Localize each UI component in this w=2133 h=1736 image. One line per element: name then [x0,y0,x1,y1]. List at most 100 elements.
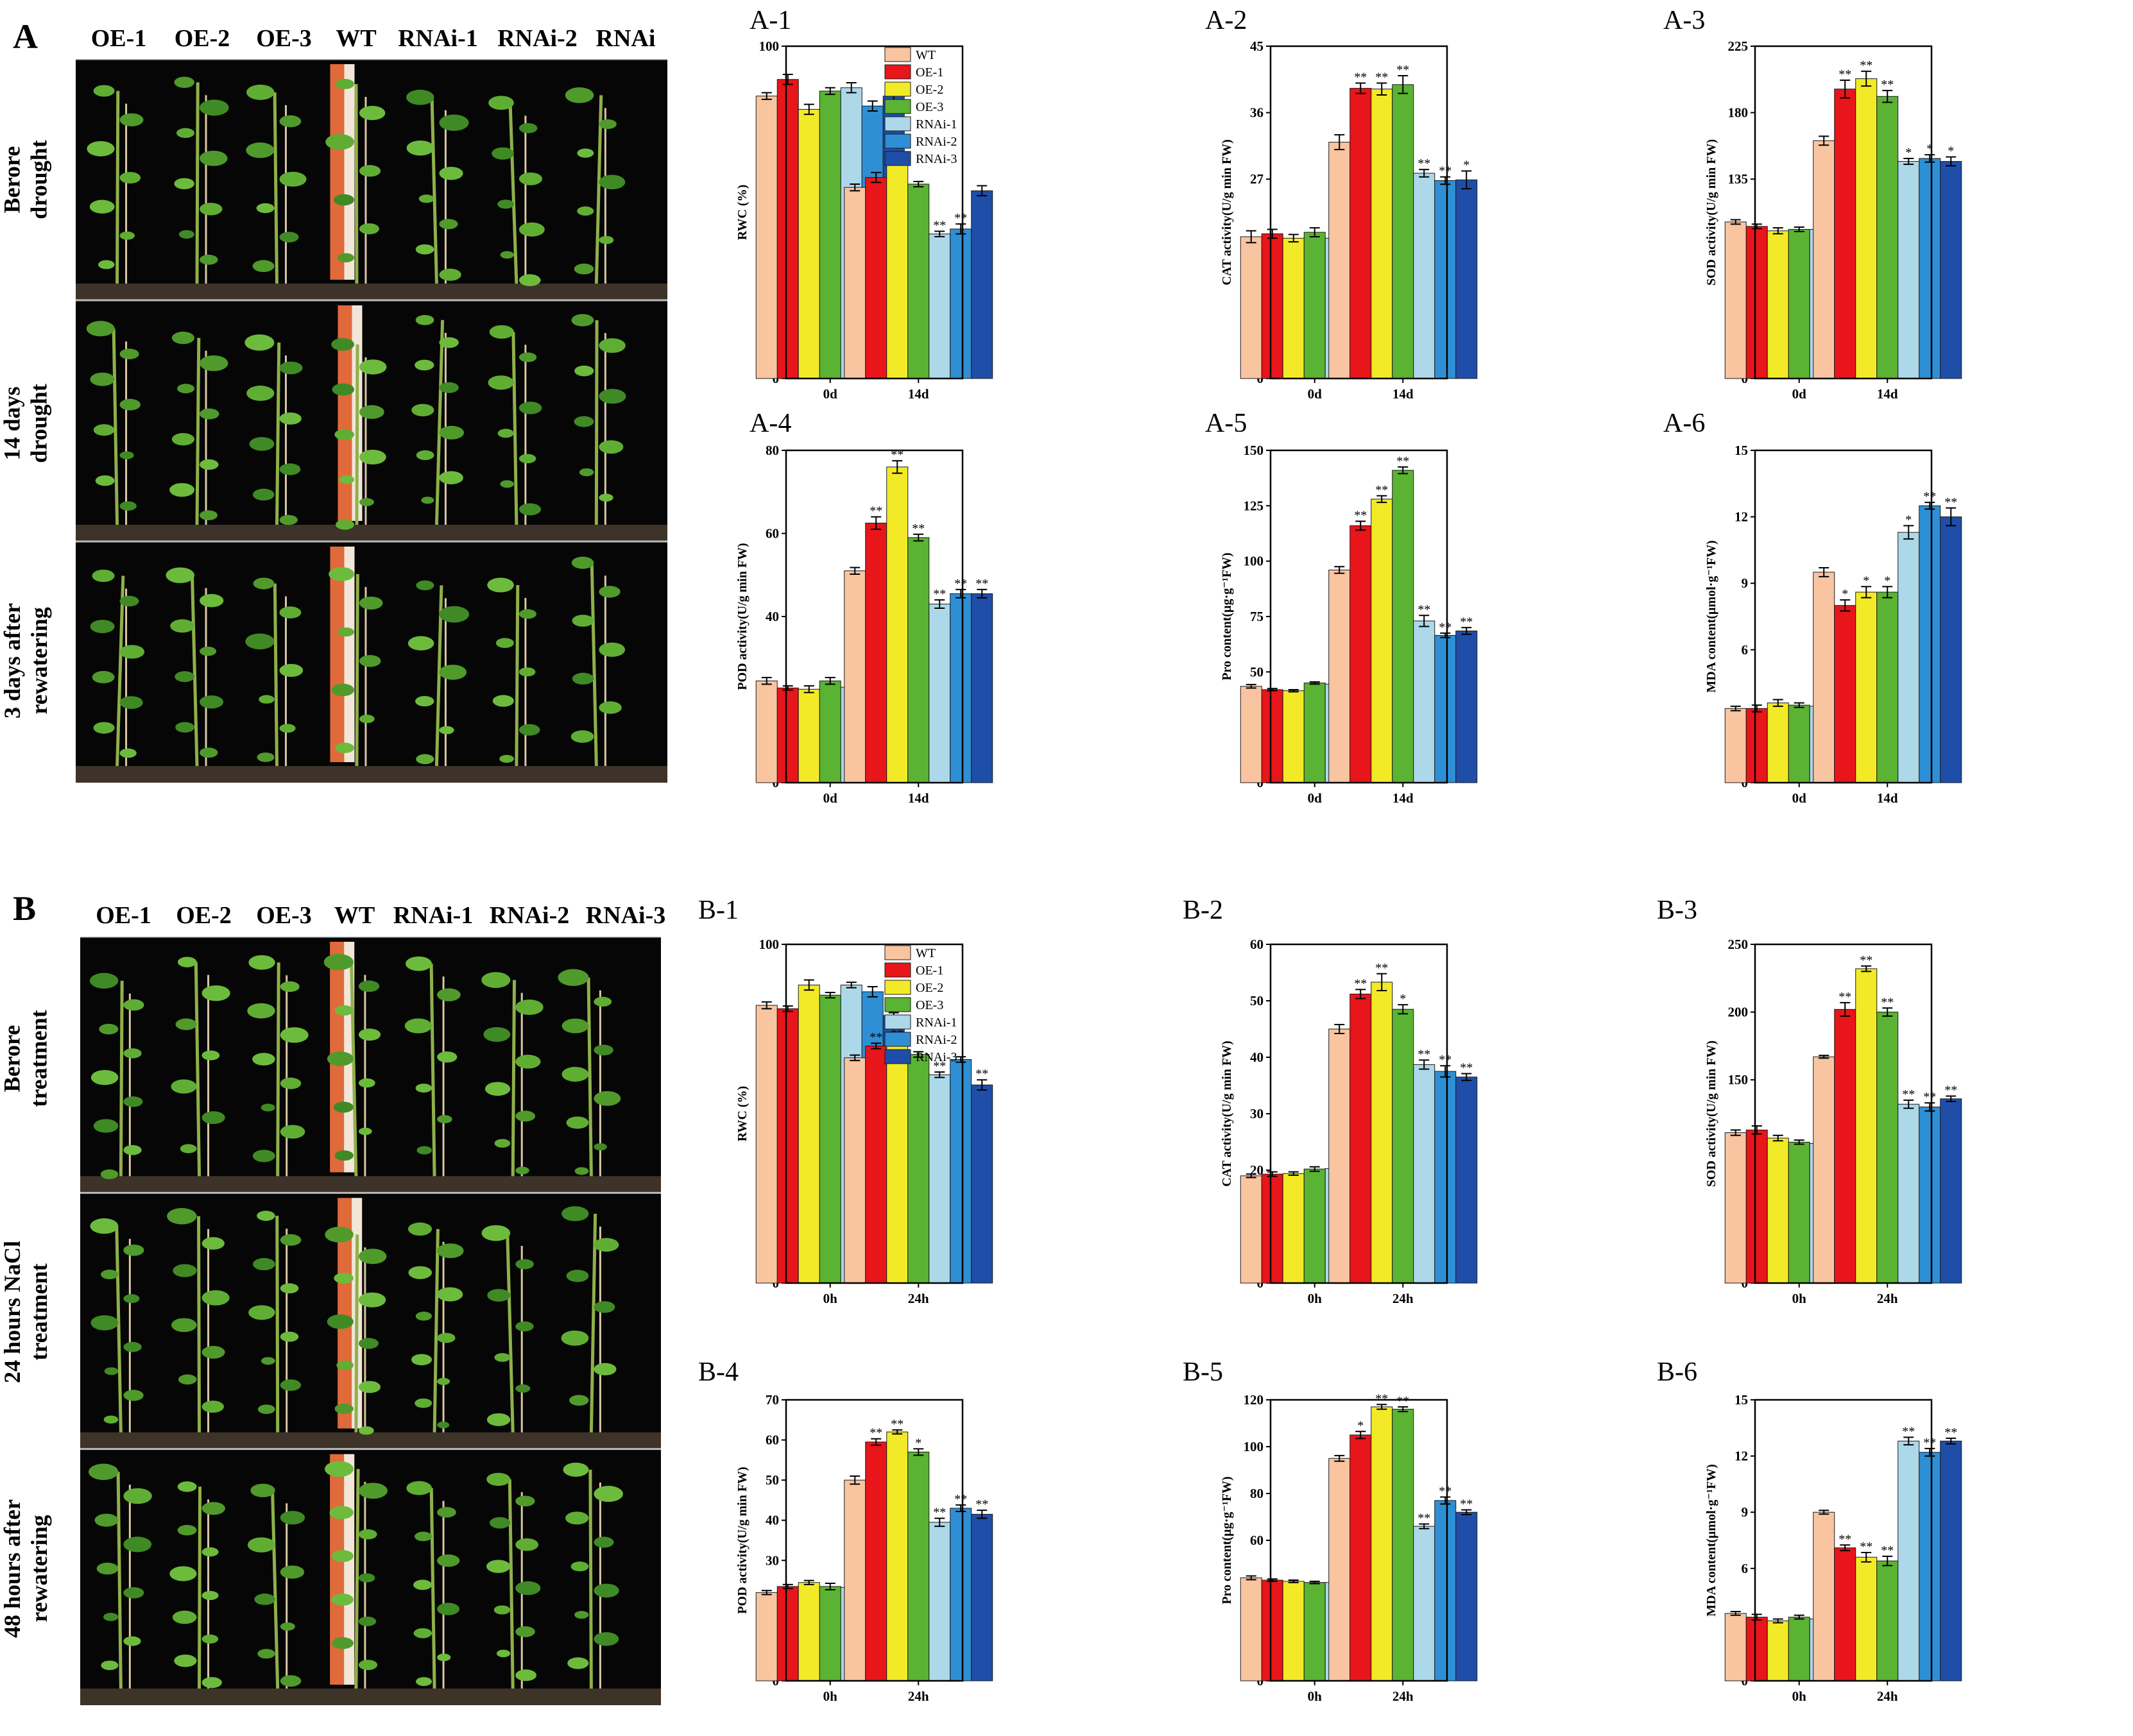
y-tick-label: 135 [1728,171,1749,187]
bar [1349,993,1372,1284]
bar-chart: 050100150200250SOD activity(U/g min FW)0… [1704,937,1962,1306]
bar [1767,1621,1789,1681]
bar [1261,689,1283,783]
bar [1940,1440,1962,1681]
x-tick-label: 0d [1792,386,1807,402]
bar [755,680,778,783]
bar [1897,532,1920,783]
significance-mark: ** [1838,1532,1851,1546]
y-tick-label: 50 [1250,993,1264,1008]
bar [1834,605,1856,783]
photo-row-label: Berore drought [0,140,53,219]
chart-b4: 010203040506070POD activity(U/g min FW)0… [725,1392,993,1706]
y-tick-label: 45 [1250,38,1264,54]
plot-frame [1269,1399,1448,1682]
x-tick-label: 0h [1308,1291,1323,1306]
legend-label: OE-3 [916,100,943,114]
x-tick-label: 24h [908,1689,929,1704]
y-tick-label: 12 [1735,509,1748,525]
bar [1745,226,1768,379]
bar [1724,221,1747,379]
y-axis-label: CAT activity(U/g min FW) [1220,139,1234,285]
plot-frame [1754,943,1933,1284]
bar [1940,1098,1962,1284]
bar [1371,89,1393,379]
bar [1855,591,1878,783]
bar [1876,591,1899,783]
legend-swatch [884,47,911,62]
significance-mark: ** [1860,58,1872,72]
y-axis-label: Pro content(µg·g⁻¹FW) [1220,552,1234,680]
bar [755,96,778,379]
bar [1813,140,1835,379]
significance-mark: ** [1396,1394,1409,1408]
bar [1813,572,1835,783]
chart-tag: A-4 [750,409,792,438]
bar [1919,1452,1941,1681]
significance-mark: ** [1944,495,1957,509]
y-axis-label: SOD activity(U/g min FW) [1704,1041,1718,1187]
bar [1349,525,1372,783]
bar [1855,1556,1878,1681]
bar-chart: 04590135180225SOD activity(U/g min FW)0d… [1704,38,1962,402]
y-axis-label: RWC (%) [735,1086,750,1142]
x-tick-label: 24h [1877,1689,1898,1704]
bar [865,177,887,379]
significance-mark: ** [975,1497,988,1511]
x-tick-label: 24h [1392,1291,1414,1306]
y-tick-label: 27 [1250,171,1264,187]
bar [1371,1406,1393,1681]
photo-column-label: RNAi-3 [585,902,666,929]
bar-chart: 0255075100125150Pro content(µg·g⁻¹FW)0d*… [1220,443,1478,806]
plot-frame [1269,943,1448,1284]
bar [1876,1012,1899,1284]
significance-mark: ** [869,1426,882,1440]
significance-mark: * [1463,158,1469,173]
photo-row-label: 48 hours after rewatering [0,1499,52,1638]
significance-mark: ** [1860,953,1872,967]
bar [1745,708,1768,783]
bar [1261,233,1283,379]
significance-mark: ** [1881,995,1894,1009]
bar [865,522,887,783]
chart-a4: 020406080POD activity(U/g min FW)0d*****… [725,443,993,808]
bar [950,1508,972,1681]
y-tick-label: 60 [766,1433,779,1448]
bar [929,1074,951,1284]
y-tick-label: 60 [1250,937,1264,952]
y-tick-label: 100 [1244,554,1264,569]
photo-column-label: RNAi-1 [393,902,474,929]
bar [1919,505,1941,783]
legend-label: OE-2 [916,83,943,97]
photo-column-label: RNAi-2 [497,25,578,52]
bar [1455,630,1478,783]
y-tick-label: 9 [1742,575,1749,591]
photo-column-label: RNAi [595,25,656,52]
legend-swatch [884,151,911,166]
chart-tag: A-6 [1663,409,1706,438]
bar [798,108,820,379]
photo-column-label: RNAi-1 [398,25,478,52]
bar [1876,1560,1899,1681]
chart-tag: B-2 [1183,896,1223,925]
significance-mark: ** [1418,157,1430,171]
y-tick-label: 40 [766,609,779,624]
significance-mark: ** [1354,71,1367,85]
chart-b2: 0102030405060CAT activity(U/g min FW)0h*… [1210,937,1478,1309]
bar [929,1522,951,1681]
bar [1813,1511,1835,1681]
bar [1328,1458,1351,1681]
bar [1371,498,1393,783]
plot-frame [785,943,964,1284]
plot-frame [1754,45,1933,380]
significance-mark: * [1948,144,1954,158]
significance-mark: ** [891,1417,904,1431]
bar [1434,1071,1457,1284]
bar [886,158,909,379]
bar [1392,1409,1414,1681]
bar [1724,1613,1747,1681]
bar [1413,173,1435,379]
bar [929,604,951,783]
y-tick-label: 150 [1244,443,1264,458]
bar [1303,1168,1326,1284]
